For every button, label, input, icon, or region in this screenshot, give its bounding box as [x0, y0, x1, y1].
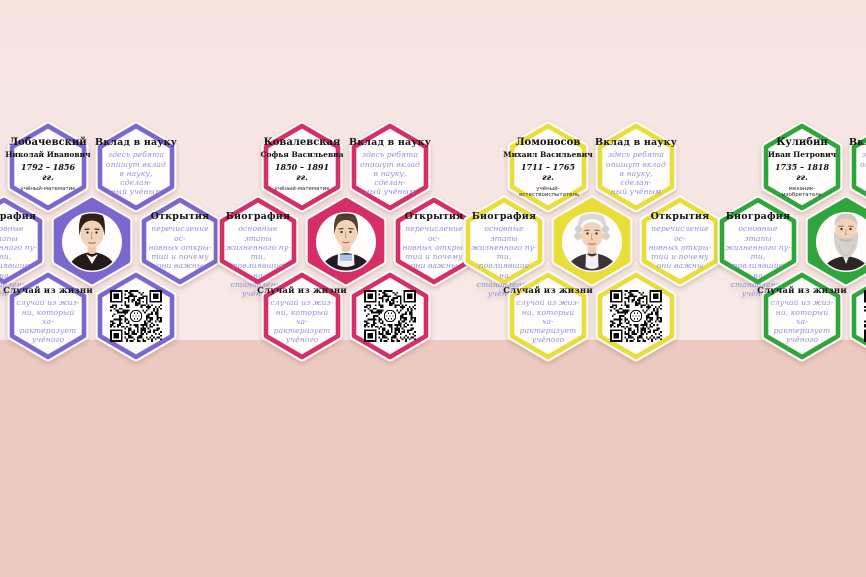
scientist-surname: Ломоносов	[515, 137, 581, 148]
discoveries-title: Открытия	[650, 211, 710, 222]
contribution-title: Вклад в науку	[348, 137, 432, 148]
biography-hexagon: Биография основные этапы жизненного пу- …	[717, 195, 799, 298]
scientist-surname: Лобачевский	[9, 137, 87, 148]
scientist-given-names: Софья Васильевна	[260, 150, 344, 159]
scientist-years: 1792 – 1856 гг.	[20, 162, 76, 182]
contribution-title: Вклад в науку	[94, 137, 178, 148]
qr-code	[864, 290, 866, 342]
contribution-hexagon: Вклад в науку здесь ребята опишут вклад …	[848, 124, 866, 210]
portrait-hexagon	[805, 195, 866, 287]
life-story-title: Случай из жизни	[757, 286, 847, 296]
biography-hexagon: Биография основные этапы жизненного пу- …	[217, 195, 299, 298]
scientist-profession: механик-изобретатель	[781, 185, 823, 199]
biography-hexagon: Биография основные этапы жизненного пу- …	[463, 195, 545, 298]
portrait-kovalevskaya	[305, 195, 387, 287]
contribution-placeholder-text: здесь ребята опишут вклад в науку, сдела…	[360, 150, 420, 197]
life-story-hexagon: Случай из жизни случай из жиз- ни, котор…	[757, 270, 847, 362]
contribution-title: Вклад в науку	[594, 137, 678, 148]
name-hexagon: Ковалевская Софья Васильевна 1850 – 1891…	[260, 121, 344, 213]
discoveries-placeholder-text: перечисление ос- новных откры- тий и поч…	[402, 224, 466, 271]
qr-hexagon	[95, 270, 177, 362]
qr-code	[610, 290, 662, 342]
contribution-placeholder-text: здесь ребята опишут вклад в науку, сдела…	[106, 150, 166, 197]
biography-title: Биография	[471, 211, 537, 222]
discoveries-placeholder-text: перечисление ос- новных откры- тий и поч…	[648, 224, 712, 271]
qr-hexagon	[349, 270, 431, 362]
discoveries-placeholder-text: перечисление ос- новных откры- тий и поч…	[148, 224, 212, 271]
biography-placeholder-text: основные этапы жизненного пу- ти, повлия…	[725, 224, 791, 299]
portrait-kulibin	[805, 195, 866, 287]
discoveries-hexagon: Открытия перечисление ос- новных откры- …	[639, 195, 721, 287]
contribution-hexagon: Вклад в науку здесь ребята опишут вклад …	[594, 121, 678, 213]
life-story-placeholder-text: случай из жиз- ни, который ха- рактеризу…	[270, 298, 334, 345]
contribution-hexagon: Вклад в науку здесь ребята опишут вклад …	[94, 121, 178, 213]
portrait-lomonosov	[551, 195, 633, 287]
qr-code	[110, 290, 162, 342]
life-story-hexagon: Случай из жизни случай из жиз- ни, котор…	[257, 270, 347, 362]
life-story-title: Случай из жизни	[257, 286, 347, 296]
discoveries-title: Открытия	[150, 211, 210, 222]
portrait-hexagon	[51, 195, 133, 287]
biography-title: Биография	[0, 211, 37, 222]
portrait-hexagon	[305, 195, 387, 287]
contribution-hexagon: Вклад в науку здесь ребята опишут вклад …	[348, 121, 432, 213]
life-story-hexagon: Случай из жизни случай из жиз- ни, котор…	[3, 270, 93, 362]
qr-hexagon	[849, 273, 866, 359]
life-story-title: Случай из жизни	[503, 286, 593, 296]
biography-placeholder-text: основные этапы жизненного пу- ти, повлия…	[471, 224, 537, 299]
scientist-years: 1850 – 1891 гг.	[274, 162, 330, 182]
scientist-profession: учёный-математик	[20, 185, 76, 192]
discoveries-hexagon: Открытия перечисление ос- новных откры- …	[139, 195, 221, 287]
life-story-placeholder-text: случай из жиз- ни, который ха- рактеризу…	[770, 298, 834, 345]
biography-title: Биография	[225, 211, 291, 222]
background-floor-band	[0, 340, 866, 577]
portrait-hexagon	[551, 195, 633, 287]
scientist-given-names: Николай Иванович	[5, 150, 91, 159]
life-story-hexagon: Случай из жизни случай из жиз- ни, котор…	[503, 270, 593, 362]
life-story-title: Случай из жизни	[3, 286, 93, 296]
scientist-surname: Ковалевская	[263, 137, 341, 148]
scientist-surname: Кулибин	[776, 137, 828, 148]
scientist-years: 1711 – 1765 гг.	[520, 162, 576, 182]
scientist-given-names: Михаил Васильевич	[503, 150, 593, 159]
biography-hexagon: Биография основные этапы жизненного пу- …	[0, 195, 45, 298]
biography-placeholder-text: основные этапы жизненного пу- ти, повлия…	[225, 224, 291, 299]
life-story-placeholder-text: случай из жиз- ни, который ха- рактеризу…	[16, 298, 80, 345]
contribution-placeholder-text: здесь ребята опишут вклад в науку, сдела…	[606, 150, 666, 197]
biography-title: Биография	[725, 211, 791, 222]
qr-hexagon	[595, 270, 677, 362]
discoveries-hexagon: Открытия перечисление ос- новных откры- …	[393, 195, 475, 287]
portrait-lobachevsky	[51, 195, 133, 287]
name-hexagon: Кулибин Иван Петрович 1735 – 1818 гг. ме…	[761, 121, 843, 213]
contribution-title: Вклад в науку	[848, 137, 866, 148]
name-hexagon: Лобачевский Николай Иванович 1792 – 1856…	[5, 121, 91, 213]
contribution-placeholder-text: здесь ребята опишут вклад в науку, сдела…	[860, 150, 866, 196]
name-hexagon: Ломоносов Михаил Васильевич 1711 – 1765 …	[503, 121, 593, 213]
life-story-placeholder-text: случай из жиз- ни, который ха- рактеризу…	[516, 298, 580, 345]
discoveries-title: Открытия	[404, 211, 464, 222]
qr-code	[364, 290, 416, 342]
scientist-years: 1735 – 1818 гг.	[774, 162, 830, 182]
scientist-profession: учёный-естествоиспытатель	[519, 185, 580, 199]
scientist-given-names: Иван Петрович	[767, 150, 837, 159]
scientist-profession: учёный-математик	[274, 185, 330, 192]
